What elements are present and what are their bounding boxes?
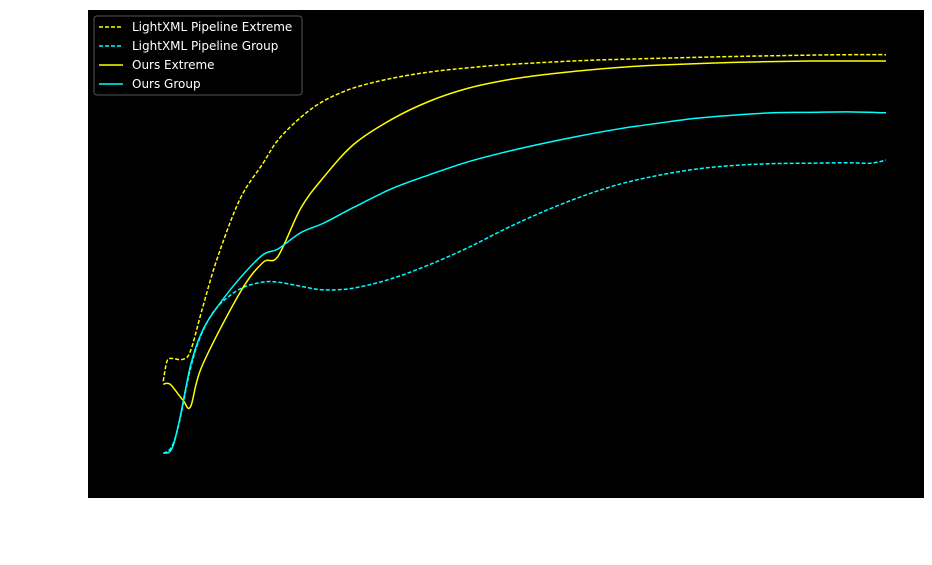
series-layer	[162, 53, 887, 455]
series-line-ours-group	[162, 111, 887, 455]
legend-entry: Ours Group	[99, 77, 201, 91]
series-line-lightxml-pipeline-extreme	[162, 53, 887, 382]
legend-entry: Ours Extreme	[99, 58, 215, 72]
legend: LightXML Pipeline Extreme LightXML Pipel…	[93, 15, 303, 96]
legend-label: LightXML Pipeline Extreme	[132, 20, 292, 34]
legend-label: Ours Group	[132, 77, 201, 91]
series-line-ours-extreme	[163, 60, 887, 410]
legend-label: LightXML Pipeline Group	[132, 39, 278, 53]
legend-label: Ours Extreme	[132, 58, 215, 72]
legend-box	[93, 15, 303, 96]
legend-entry: LightXML Pipeline Group	[99, 39, 278, 53]
legend-entry: LightXML Pipeline Extreme	[99, 20, 292, 34]
